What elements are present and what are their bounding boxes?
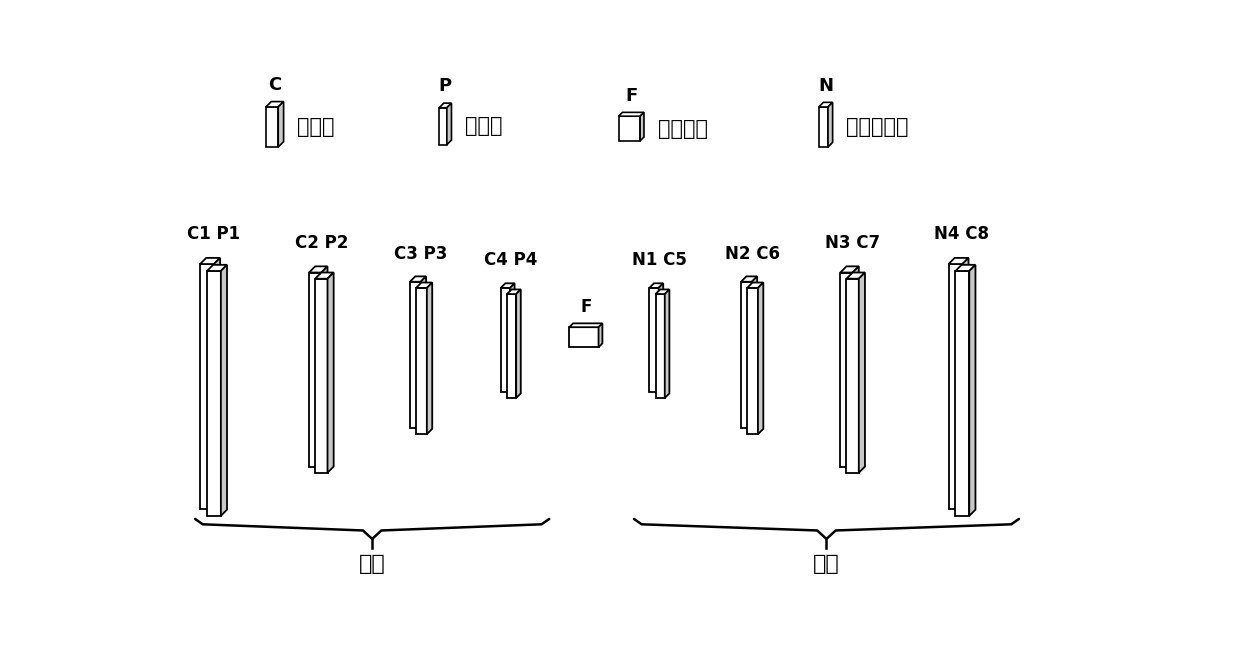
Text: F: F (580, 298, 591, 316)
Polygon shape (859, 273, 866, 473)
Polygon shape (501, 288, 510, 392)
Polygon shape (619, 112, 644, 116)
Text: N1 C5: N1 C5 (632, 251, 687, 269)
Polygon shape (315, 279, 327, 473)
Polygon shape (200, 258, 219, 264)
Polygon shape (207, 265, 227, 271)
Polygon shape (847, 279, 859, 473)
Polygon shape (599, 323, 603, 347)
Text: N4 C8: N4 C8 (935, 225, 990, 243)
Text: C4 P4: C4 P4 (484, 251, 537, 269)
Polygon shape (818, 107, 828, 147)
Polygon shape (748, 283, 764, 288)
Polygon shape (640, 112, 644, 141)
Polygon shape (417, 288, 427, 434)
Polygon shape (221, 265, 227, 516)
Text: F: F (625, 87, 637, 105)
Text: N3 C7: N3 C7 (825, 235, 880, 252)
Polygon shape (510, 283, 515, 392)
Polygon shape (949, 264, 962, 509)
Polygon shape (439, 108, 446, 145)
Polygon shape (841, 266, 859, 273)
Polygon shape (656, 294, 665, 398)
Text: C2 P2: C2 P2 (295, 235, 348, 252)
Polygon shape (956, 271, 970, 516)
Polygon shape (446, 103, 451, 145)
Polygon shape (265, 101, 284, 107)
Text: C1 P1: C1 P1 (187, 225, 241, 243)
Polygon shape (818, 102, 832, 107)
Polygon shape (658, 283, 663, 392)
Polygon shape (569, 323, 603, 327)
Polygon shape (742, 282, 751, 428)
Polygon shape (751, 277, 758, 428)
Polygon shape (200, 264, 215, 509)
Polygon shape (265, 107, 278, 147)
Polygon shape (327, 273, 334, 473)
Polygon shape (828, 102, 832, 147)
Polygon shape (956, 265, 976, 271)
Text: 编码: 编码 (358, 553, 386, 574)
Polygon shape (970, 265, 976, 516)
Polygon shape (507, 290, 521, 294)
Polygon shape (949, 258, 968, 264)
Polygon shape (665, 290, 670, 398)
Text: N2 C6: N2 C6 (724, 245, 780, 262)
Text: N: N (818, 77, 833, 95)
Polygon shape (427, 283, 433, 434)
Text: C: C (268, 76, 281, 94)
Text: 最近邻插傀: 最近邻插傀 (847, 117, 909, 137)
Polygon shape (309, 273, 321, 466)
Polygon shape (742, 277, 758, 282)
Polygon shape (315, 273, 334, 279)
Text: 卷积层: 卷积层 (298, 117, 335, 137)
Text: P: P (439, 77, 451, 95)
Polygon shape (278, 101, 284, 147)
Polygon shape (650, 288, 658, 392)
Polygon shape (748, 288, 758, 434)
Polygon shape (417, 283, 433, 288)
Polygon shape (420, 277, 427, 428)
Polygon shape (847, 273, 866, 279)
Polygon shape (309, 266, 327, 273)
Polygon shape (962, 258, 968, 509)
Text: 解码: 解码 (813, 553, 839, 574)
Polygon shape (321, 266, 327, 466)
Polygon shape (853, 266, 859, 466)
Polygon shape (215, 258, 219, 509)
Polygon shape (439, 103, 451, 108)
Polygon shape (410, 277, 427, 282)
Polygon shape (501, 283, 515, 288)
Polygon shape (516, 290, 521, 398)
Polygon shape (656, 290, 670, 294)
Polygon shape (758, 283, 764, 434)
Polygon shape (650, 283, 663, 288)
Text: 全连接层: 全连接层 (658, 118, 708, 139)
Polygon shape (507, 294, 516, 398)
Text: C3 P3: C3 P3 (394, 245, 448, 262)
Text: 池化层: 池化层 (465, 116, 503, 136)
Polygon shape (569, 327, 599, 347)
Polygon shape (410, 282, 420, 428)
Polygon shape (841, 273, 853, 466)
Polygon shape (207, 271, 221, 516)
Polygon shape (619, 116, 640, 141)
